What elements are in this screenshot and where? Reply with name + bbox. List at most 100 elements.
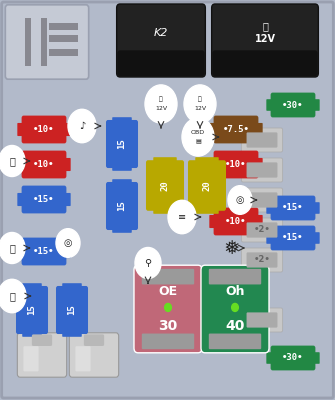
- FancyBboxPatch shape: [266, 232, 277, 244]
- FancyBboxPatch shape: [17, 123, 28, 136]
- Text: 30: 30: [158, 319, 178, 333]
- Text: •30•: •30•: [282, 100, 304, 110]
- Circle shape: [231, 304, 238, 312]
- FancyBboxPatch shape: [75, 346, 90, 372]
- FancyBboxPatch shape: [252, 215, 263, 228]
- FancyBboxPatch shape: [146, 160, 184, 211]
- FancyBboxPatch shape: [309, 232, 320, 244]
- FancyBboxPatch shape: [22, 328, 42, 337]
- FancyBboxPatch shape: [23, 346, 39, 372]
- Text: 12V: 12V: [155, 106, 167, 111]
- Circle shape: [56, 229, 80, 257]
- Circle shape: [184, 85, 216, 123]
- FancyBboxPatch shape: [21, 238, 66, 266]
- FancyBboxPatch shape: [2, 2, 333, 398]
- FancyBboxPatch shape: [309, 202, 320, 214]
- FancyBboxPatch shape: [117, 50, 205, 76]
- FancyBboxPatch shape: [309, 352, 320, 364]
- Text: •15•: •15•: [33, 195, 55, 204]
- Text: ⨧: ⨧: [198, 96, 202, 102]
- FancyBboxPatch shape: [188, 160, 226, 211]
- FancyBboxPatch shape: [247, 132, 277, 148]
- FancyBboxPatch shape: [247, 312, 277, 328]
- Bar: [49, 35, 78, 42]
- FancyBboxPatch shape: [209, 123, 220, 136]
- Bar: [49, 23, 78, 30]
- Text: •15•: •15•: [282, 234, 304, 242]
- Text: •15•: •15•: [33, 247, 55, 256]
- FancyBboxPatch shape: [21, 116, 66, 144]
- Circle shape: [68, 109, 96, 143]
- FancyBboxPatch shape: [62, 283, 82, 292]
- FancyBboxPatch shape: [21, 186, 66, 213]
- FancyBboxPatch shape: [17, 158, 28, 171]
- Text: Oh: Oh: [225, 285, 245, 298]
- Circle shape: [0, 279, 26, 313]
- FancyBboxPatch shape: [212, 50, 318, 76]
- Text: 40: 40: [225, 319, 245, 333]
- Text: K2: K2: [154, 28, 168, 38]
- Text: ⨧: ⨧: [159, 96, 163, 102]
- Text: •30•: •30•: [282, 354, 304, 362]
- FancyBboxPatch shape: [209, 158, 220, 171]
- FancyBboxPatch shape: [5, 5, 89, 79]
- FancyBboxPatch shape: [241, 128, 283, 152]
- FancyBboxPatch shape: [21, 150, 66, 178]
- Text: OBD: OBD: [191, 130, 205, 135]
- Text: ◎: ◎: [64, 238, 72, 248]
- FancyBboxPatch shape: [56, 286, 88, 334]
- Text: •10•: •10•: [225, 217, 247, 226]
- FancyBboxPatch shape: [214, 150, 258, 178]
- FancyBboxPatch shape: [60, 193, 71, 206]
- FancyBboxPatch shape: [142, 269, 194, 284]
- FancyBboxPatch shape: [209, 269, 261, 284]
- Text: 12V: 12V: [255, 34, 275, 44]
- FancyBboxPatch shape: [16, 286, 48, 334]
- FancyBboxPatch shape: [112, 117, 132, 126]
- FancyBboxPatch shape: [247, 252, 277, 268]
- FancyBboxPatch shape: [106, 120, 138, 168]
- FancyBboxPatch shape: [271, 346, 315, 370]
- FancyBboxPatch shape: [266, 202, 277, 214]
- Circle shape: [182, 118, 214, 156]
- Circle shape: [135, 248, 161, 278]
- FancyBboxPatch shape: [112, 179, 132, 188]
- FancyBboxPatch shape: [195, 157, 219, 166]
- Text: ⦿: ⦿: [9, 291, 15, 301]
- FancyBboxPatch shape: [22, 283, 42, 292]
- FancyBboxPatch shape: [84, 334, 104, 346]
- FancyBboxPatch shape: [309, 99, 320, 111]
- FancyBboxPatch shape: [241, 158, 283, 182]
- Text: ⨧: ⨧: [262, 21, 268, 31]
- FancyBboxPatch shape: [209, 215, 220, 228]
- Circle shape: [145, 85, 177, 123]
- FancyBboxPatch shape: [252, 158, 263, 171]
- Text: •10•: •10•: [225, 160, 247, 169]
- Text: 15: 15: [118, 201, 127, 211]
- FancyBboxPatch shape: [247, 222, 277, 238]
- FancyBboxPatch shape: [214, 208, 258, 235]
- FancyBboxPatch shape: [271, 226, 315, 250]
- Text: 15: 15: [67, 305, 76, 315]
- Text: 12V: 12V: [194, 106, 206, 111]
- FancyBboxPatch shape: [201, 265, 269, 353]
- FancyBboxPatch shape: [247, 162, 277, 178]
- Text: ⚲: ⚲: [144, 258, 151, 268]
- Bar: [25, 18, 31, 66]
- Circle shape: [228, 186, 252, 214]
- FancyBboxPatch shape: [195, 204, 219, 214]
- FancyBboxPatch shape: [153, 157, 177, 166]
- Text: ♪: ♪: [79, 121, 85, 131]
- Text: 20: 20: [160, 180, 170, 191]
- Text: ▤: ▤: [195, 139, 201, 144]
- FancyBboxPatch shape: [153, 204, 177, 214]
- FancyBboxPatch shape: [60, 158, 71, 171]
- FancyBboxPatch shape: [17, 193, 28, 206]
- FancyBboxPatch shape: [60, 245, 71, 258]
- Text: 20: 20: [202, 180, 211, 191]
- Circle shape: [168, 200, 196, 234]
- FancyBboxPatch shape: [241, 248, 283, 272]
- Circle shape: [0, 232, 25, 264]
- FancyBboxPatch shape: [212, 4, 318, 77]
- FancyBboxPatch shape: [117, 4, 205, 77]
